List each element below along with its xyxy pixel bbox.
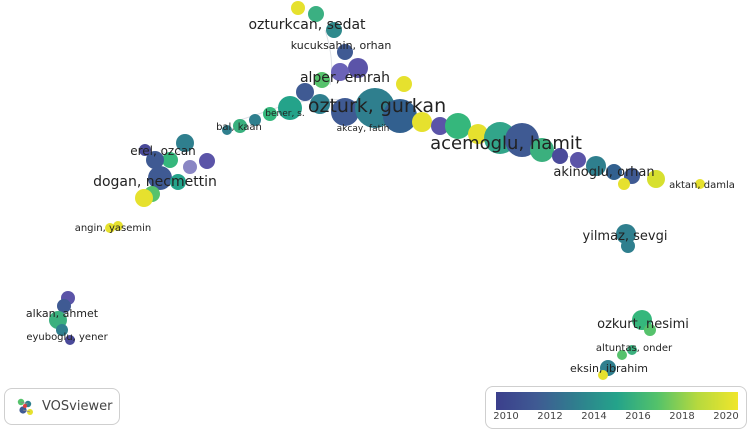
author-node[interactable]: [331, 63, 349, 81]
node-layer: [49, 1, 705, 380]
node-label-bener-s: bener, s.: [265, 109, 304, 119]
node-label-ozturk-gurkan: ozturk, gurkan: [308, 95, 446, 117]
author-node[interactable]: [278, 96, 302, 120]
legend-tick: 2010: [493, 411, 519, 422]
author-node[interactable]: [570, 152, 586, 168]
node-label-yilmaz-sevgi: yilmaz, sevgi: [583, 229, 668, 244]
vosviewer-logo-text: VOSviewer: [42, 399, 113, 414]
node-label-altuntas-onder: altuntas, onder: [596, 343, 673, 354]
author-node[interactable]: [627, 345, 637, 355]
author-node[interactable]: [606, 164, 622, 180]
node-label-ozturkcan-sedat: ozturkcan, sedat: [248, 17, 366, 33]
node-label-akcay-fatih: akcay, fatih: [337, 124, 390, 134]
author-node[interactable]: [598, 370, 608, 380]
author-node[interactable]: [431, 117, 449, 135]
author-node[interactable]: [291, 1, 305, 15]
node-label-ozkurt-nesimi: ozkurt, nesimi: [597, 317, 689, 332]
node-label-bal-kaan: bal, kaan: [216, 122, 262, 133]
author-node[interactable]: [222, 125, 232, 135]
author-node[interactable]: [139, 144, 151, 156]
node-label-eyuboglu-yener: eyuboglu, yener: [26, 332, 108, 343]
author-node[interactable]: [644, 324, 656, 336]
author-node[interactable]: [586, 156, 606, 176]
author-node[interactable]: [530, 138, 554, 162]
author-node[interactable]: [695, 179, 705, 189]
author-node[interactable]: [337, 44, 353, 60]
author-node[interactable]: [135, 189, 153, 207]
legend-tick: 2020: [713, 411, 739, 422]
author-node[interactable]: [233, 119, 247, 133]
author-node[interactable]: [616, 224, 636, 244]
author-node[interactable]: [618, 178, 630, 190]
author-node[interactable]: [183, 160, 197, 174]
node-label-angin-yasemin: angin, yasemin: [75, 223, 152, 234]
vosviewer-logo-icon: [17, 398, 33, 415]
node-label-dogan-necmettin: dogan, necmettin: [93, 174, 217, 190]
link-edge: [324, 29, 333, 86]
author-node[interactable]: [146, 151, 164, 169]
author-node[interactable]: [348, 58, 368, 78]
author-node[interactable]: [65, 335, 75, 345]
author-node[interactable]: [113, 221, 123, 231]
author-node[interactable]: [621, 239, 635, 253]
legend-tick: 2016: [625, 411, 651, 422]
author-node[interactable]: [162, 152, 178, 168]
author-node[interactable]: [263, 107, 277, 121]
label-layer: ozturkcan, sedat kucuksahin, orhan alper…: [26, 17, 735, 375]
author-node[interactable]: [314, 72, 330, 88]
vosviewer-logo[interactable]: VOSviewer: [4, 388, 120, 425]
legend-tick: 2012: [537, 411, 563, 422]
author-node[interactable]: [326, 22, 342, 38]
author-node[interactable]: [249, 114, 261, 126]
author-node[interactable]: [617, 350, 627, 360]
author-node[interactable]: [148, 166, 172, 190]
author-node[interactable]: [199, 153, 215, 169]
author-node[interactable]: [57, 299, 71, 313]
year-color-scale: [496, 392, 738, 410]
author-node[interactable]: [170, 174, 186, 190]
node-label-aktan-damla: aktan, damla: [669, 180, 735, 191]
author-node[interactable]: [56, 324, 68, 336]
year-legend: 2010 2012 2014 2016 2018 2020: [485, 386, 747, 429]
legend-tick: 2018: [669, 411, 695, 422]
author-node[interactable]: [105, 223, 115, 233]
author-node[interactable]: [308, 6, 324, 22]
author-node[interactable]: [310, 94, 330, 114]
author-node[interactable]: [468, 124, 488, 144]
node-label-alkan-ahmet: alkan, ahmet: [26, 307, 99, 320]
author-node[interactable]: [383, 99, 417, 133]
node-label-akinoglu-orhan: akinoglu, orhan: [553, 165, 654, 180]
author-node[interactable]: [552, 148, 568, 164]
author-node[interactable]: [296, 83, 314, 101]
author-node[interactable]: [331, 98, 359, 126]
author-node[interactable]: [412, 112, 432, 132]
node-label-eksin-ibrahim: eksin, ibrahim: [570, 362, 648, 375]
author-node[interactable]: [176, 134, 194, 152]
node-label-alper-emrah: alper, emrah: [300, 70, 390, 86]
legend-tick: 2014: [581, 411, 607, 422]
author-node[interactable]: [396, 76, 412, 92]
author-node[interactable]: [445, 113, 471, 139]
node-label-acemoglu-hamit: acemoglu, hamit: [430, 133, 582, 154]
node-label-kucuksahin-orhan: kucuksahin, orhan: [291, 39, 392, 52]
node-label-erel-ozcan: erel, ozcan: [130, 144, 196, 158]
author-node[interactable]: [647, 170, 665, 188]
